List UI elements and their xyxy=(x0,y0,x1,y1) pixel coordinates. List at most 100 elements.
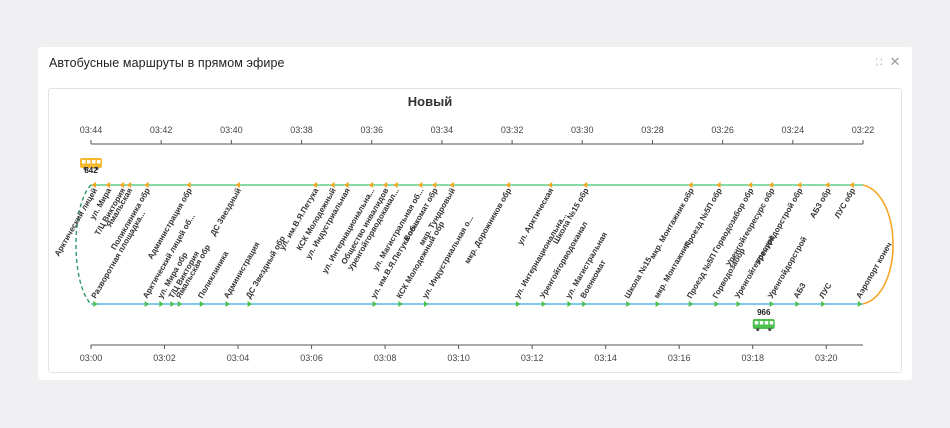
stop-label-inbound: ЛУС xyxy=(817,281,833,300)
top-axis-tick-label: 03:30 xyxy=(571,125,594,135)
top-axis-tick-label: 03:34 xyxy=(431,125,454,135)
stop-label-inbound: КСК Молодежный обр xyxy=(395,220,447,300)
bus-window xyxy=(759,321,764,325)
bus-wheel xyxy=(756,327,760,332)
stop-marker-inbound xyxy=(736,301,742,307)
bus-window xyxy=(87,160,91,164)
bus-window xyxy=(764,321,769,325)
bottom-axis-tick-label: 03:12 xyxy=(521,353,544,363)
stop-marker-outbound xyxy=(312,182,318,188)
stop-marker-inbound xyxy=(688,301,694,307)
stop-marker-inbound xyxy=(247,301,253,307)
chart-title: Новый xyxy=(408,94,452,109)
stop-marker-inbound xyxy=(567,301,572,307)
route-turnaround-left xyxy=(75,184,92,305)
top-axis-tick-label: 03:42 xyxy=(150,125,173,135)
stop-marker-inbound xyxy=(144,301,150,307)
stop-marker-inbound xyxy=(821,301,826,307)
stop-marker-outbound xyxy=(119,182,125,188)
stop-label-outbound: АБЗ обр xyxy=(808,186,833,219)
stop-marker-inbound xyxy=(541,301,547,307)
top-axis-tick-label: 03:38 xyxy=(290,125,313,135)
panel-header: Автобусные маршруты в прямом эфире ⛶ ✕ xyxy=(38,47,912,79)
bottom-axis-tick-label: 03:08 xyxy=(374,353,397,363)
bus-marker: 842 xyxy=(80,158,102,175)
stop-marker-inbound xyxy=(795,301,800,307)
stop-marker-inbound xyxy=(225,301,231,307)
top-axis-tick-label: 03:36 xyxy=(360,125,383,135)
stop-label-inbound: Аэропорт конеч xyxy=(854,240,894,300)
stop-marker-inbound xyxy=(177,301,183,307)
stop-label-inbound: АБЗ xyxy=(792,281,808,300)
stop-marker-outbound xyxy=(126,182,132,188)
stop-marker-outbound xyxy=(449,182,454,188)
stop-marker-inbound xyxy=(655,301,661,307)
stop-marker-outbound xyxy=(393,182,398,188)
stop-label-outbound: ЛУС обр xyxy=(833,186,858,219)
top-axis-tick-label: 03:32 xyxy=(501,125,524,135)
stop-marker-inbound xyxy=(372,301,378,307)
stop-marker-outbound xyxy=(688,182,693,188)
stop-marker-outbound xyxy=(796,182,802,188)
bus-wheel xyxy=(95,166,99,171)
stop-marker-outbound xyxy=(849,182,854,188)
stop-marker-inbound xyxy=(714,301,719,307)
top-axis-tick-label: 03:26 xyxy=(711,125,734,135)
bottom-axis-tick-label: 03:04 xyxy=(227,353,250,363)
close-icon[interactable]: ✕ xyxy=(889,54,901,69)
top-axis-tick-label: 03:44 xyxy=(80,125,103,135)
stop-marker-outbound xyxy=(747,182,753,188)
stop-marker-inbound xyxy=(626,301,631,307)
bottom-axis-tick-label: 03:02 xyxy=(153,353,176,363)
bus-number: 842 xyxy=(84,166,98,175)
bottom-axis-tick-label: 03:06 xyxy=(300,353,323,363)
stop-label-inbound: Школа №15 xyxy=(623,255,654,300)
stop-marker-outbound xyxy=(330,182,335,188)
stop-marker-outbound xyxy=(235,182,240,188)
bottom-axis-tick-label: 03:10 xyxy=(447,353,470,363)
bottom-axis-tick-label: 03:16 xyxy=(668,353,691,363)
top-axis-tick-label: 03:28 xyxy=(641,125,664,135)
top-axis-tick-label: 03:24 xyxy=(782,125,805,135)
stop-marker-outbound xyxy=(582,182,588,188)
stop-marker-outbound xyxy=(382,182,388,188)
bus-wheel xyxy=(768,327,772,332)
live-routes-panel: Автобусные маршруты в прямом эфире ⛶ ✕ Н… xyxy=(38,47,912,380)
stop-marker-outbound xyxy=(824,182,830,188)
stop-marker-inbound xyxy=(582,301,587,307)
stop-marker-inbound xyxy=(398,301,403,307)
stop-label-outbound: ДС Звездный xyxy=(209,186,244,237)
panel-title: Автобусные маршруты в прямом эфире xyxy=(49,56,285,70)
bus-window xyxy=(82,160,86,164)
stop-marker-inbound xyxy=(199,301,205,307)
stop-marker-inbound xyxy=(424,301,429,307)
stop-marker-inbound xyxy=(515,301,521,307)
bottom-axis-tick-label: 03:14 xyxy=(594,353,617,363)
stop-marker-inbound xyxy=(93,301,98,307)
stop-marker-outbound xyxy=(716,182,721,188)
stop-marker-outbound xyxy=(768,182,774,188)
stop-marker-outbound xyxy=(186,182,191,188)
bus-window xyxy=(97,160,101,164)
route-chart-frame: Новый 03:44 03:42 03:40 03:38 03:36 03:34 03:3… xyxy=(48,88,902,373)
stop-marker-inbound xyxy=(857,301,863,307)
stop-marker-inbound xyxy=(170,301,175,307)
route-turnaround-right xyxy=(862,184,894,305)
stop-marker-outbound xyxy=(91,182,97,188)
top-axis-tick-label: 03:22 xyxy=(852,125,875,135)
bottom-axis-tick-label: 03:20 xyxy=(815,353,838,363)
stop-marker-outbound xyxy=(368,182,374,188)
stop-marker-inbound xyxy=(159,301,164,307)
bottom-axis-tick-label: 03:00 xyxy=(80,353,103,363)
stop-marker-outbound xyxy=(344,182,349,188)
bottom-axis-tick-label: 03:18 xyxy=(741,353,764,363)
bus-number: 966 xyxy=(757,308,771,317)
stop-marker-outbound xyxy=(105,182,111,188)
stop-marker-inbound xyxy=(769,301,775,307)
top-axis-tick-label: 03:40 xyxy=(220,125,243,135)
stop-marker-outbound xyxy=(431,182,437,188)
bus-marker: 966 xyxy=(752,308,775,332)
expand-icon[interactable]: ⛶ xyxy=(875,57,883,67)
stop-marker-outbound xyxy=(417,182,423,188)
route-chart: Новый 03:44 03:42 03:40 03:38 03:36 03:34 03:3… xyxy=(53,94,894,363)
